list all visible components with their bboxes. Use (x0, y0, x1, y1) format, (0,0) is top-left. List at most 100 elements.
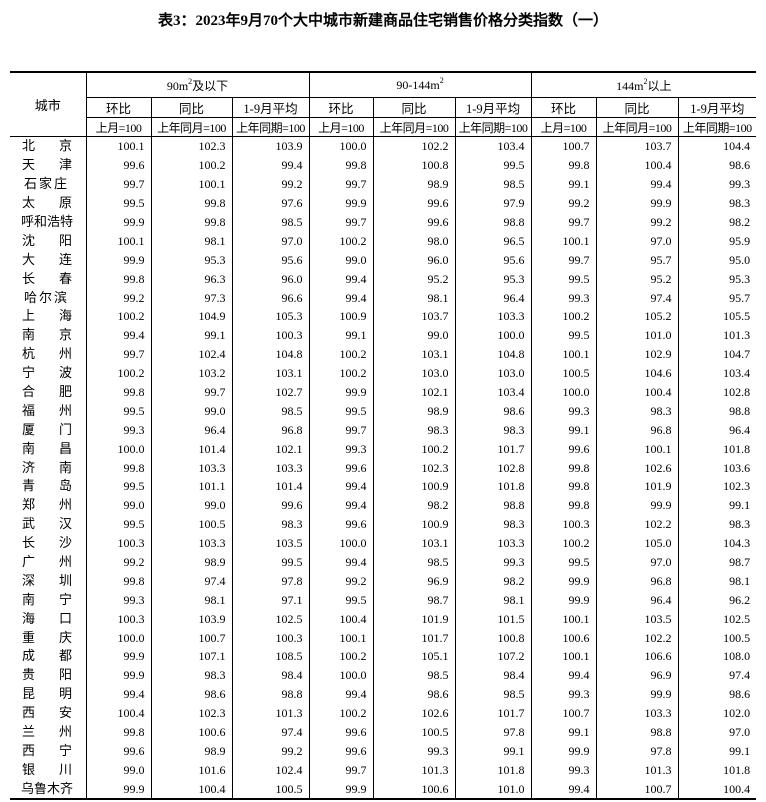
index-value-cell: 100.1 (530, 344, 597, 364)
index-value-cell: 98.5 (454, 174, 532, 194)
index-value-cell: 97.1 (231, 590, 310, 610)
index-value-cell: 102.2 (595, 628, 679, 648)
index-value-cell: 98.7 (677, 552, 757, 572)
index-value-cell: 99.8 (530, 155, 597, 175)
index-value-cell: 100.1 (530, 609, 597, 629)
index-value-cell: 98.6 (677, 155, 757, 175)
index-value-cell: 97.0 (677, 722, 757, 742)
index-value-cell: 100.0 (308, 136, 374, 156)
index-value-cell: 99.9 (530, 590, 597, 610)
city-name: 海口 (22, 610, 72, 626)
index-value-cell: 96.3 (150, 269, 233, 289)
index-value-cell: 107.1 (150, 647, 233, 666)
index-value-cell: 101.4 (150, 439, 233, 459)
city-cell: 沈阳 (10, 231, 87, 251)
index-value-cell: 98.2 (677, 212, 757, 232)
index-value-cell: 96.0 (231, 269, 310, 289)
index-value-cell: 97.8 (454, 722, 532, 742)
city-cell: 宁波 (10, 363, 87, 383)
city-name: 西安 (22, 705, 72, 721)
index-value-cell: 96.4 (454, 288, 532, 308)
city-cell: 南京 (10, 325, 87, 345)
index-value-cell: 99.4 (308, 288, 374, 308)
index-value-cell: 99.9 (530, 741, 597, 761)
index-value-cell: 100.4 (150, 779, 233, 800)
city-name: 天津 (22, 157, 72, 173)
index-value-cell: 102.9 (595, 344, 679, 364)
city-cell: 南宁 (10, 590, 87, 610)
index-value-cell: 103.9 (150, 609, 233, 629)
index-value-cell: 102.6 (595, 458, 679, 478)
index-value-cell: 99.6 (308, 514, 374, 534)
index-value-cell: 99.2 (231, 741, 310, 761)
index-value-cell: 99.0 (85, 760, 152, 780)
city-cell: 西安 (10, 703, 87, 723)
index-value-cell: 95.7 (595, 250, 679, 270)
index-value-cell: 100.0 (308, 533, 374, 553)
index-value-cell: 100.8 (454, 628, 532, 648)
index-value-cell: 99.8 (85, 269, 152, 289)
index-value-cell: 103.7 (595, 136, 679, 156)
city-cell: 乌鲁木齐 (10, 779, 87, 800)
index-value-cell: 95.0 (677, 250, 757, 270)
index-value-cell: 98.1 (454, 590, 532, 610)
city-cell: 广州 (10, 552, 87, 572)
index-value-cell: 98.4 (454, 665, 532, 685)
group-label: 90m (166, 78, 189, 93)
index-value-cell: 97.6 (231, 193, 310, 213)
index-value-cell: 104.7 (677, 344, 757, 364)
index-value-cell: 101.9 (595, 477, 679, 496)
table-row: 武汉 99.5 100.5 98.3 99.6 100.9 98.3 100.3 102.2 98… (10, 514, 757, 534)
index-value-cell: 99.6 (85, 155, 152, 175)
index-value-cell: 99.4 (530, 779, 597, 800)
index-value-cell: 99.4 (308, 552, 374, 572)
table-row: 南宁 99.3 98.1 97.1 99.5 98.7 98.1 99.9 96.4 96.2 (10, 590, 757, 610)
index-value-cell: 100.4 (595, 382, 679, 402)
index-value-cell: 97.0 (595, 552, 679, 572)
city-cell: 贵阳 (10, 665, 87, 685)
index-value-cell: 100.9 (308, 307, 374, 326)
index-value-cell: 100.5 (150, 514, 233, 534)
index-value-cell: 99.8 (530, 458, 597, 478)
index-value-cell: 100.1 (530, 231, 597, 251)
index-value-cell: 100.1 (150, 174, 233, 194)
index-value-cell: 100.2 (530, 307, 597, 326)
index-type-header: 同比 (595, 97, 679, 118)
index-value-cell: 99.9 (595, 193, 679, 213)
index-value-cell: 100.3 (231, 628, 310, 648)
index-value-cell: 105.3 (231, 307, 310, 326)
group-label: 144m (616, 78, 644, 93)
index-value-cell: 95.6 (231, 250, 310, 270)
city-name: 西宁 (22, 742, 72, 758)
index-value-cell: 104.3 (677, 533, 757, 553)
index-value-cell: 100.6 (530, 628, 597, 648)
index-value-cell: 103.1 (231, 363, 310, 383)
index-value-cell: 103.3 (150, 458, 233, 478)
city-name: 乌鲁木齐 (21, 780, 74, 796)
table-row: 南京 99.4 99.1 100.3 99.1 99.0 100.0 99.5 101.0 101… (10, 325, 757, 345)
index-value-cell: 99.4 (85, 325, 152, 345)
table-row: 石家庄 99.7 100.1 99.2 99.7 98.9 98.5 99.1 99.4 99.3 (10, 174, 757, 194)
index-value-cell: 99.3 (530, 401, 597, 421)
index-value-cell: 95.3 (677, 269, 757, 289)
index-value-cell: 102.4 (231, 760, 310, 780)
index-value-cell: 101.0 (454, 779, 532, 800)
index-value-cell: 101.3 (595, 760, 679, 780)
index-type-header: 环比 (308, 97, 374, 118)
index-value-cell: 99.5 (85, 514, 152, 534)
table-row: 昆明 99.4 98.6 98.8 99.4 98.6 98.5 99.3 99.9 98.6 (10, 684, 757, 704)
index-value-cell: 100.1 (308, 628, 374, 648)
index-value-cell: 102.3 (150, 136, 233, 156)
index-value-cell: 100.5 (530, 363, 597, 383)
index-value-cell: 100.2 (85, 307, 152, 326)
index-value-cell: 96.8 (595, 571, 679, 591)
index-value-cell: 100.1 (530, 647, 597, 666)
index-value-cell: 100.7 (150, 628, 233, 648)
index-value-cell: 96.9 (595, 665, 679, 685)
index-value-cell: 100.1 (85, 136, 152, 156)
index-value-cell: 99.1 (150, 325, 233, 345)
index-value-cell: 99.4 (231, 155, 310, 175)
index-value-cell: 100.9 (372, 514, 456, 534)
index-value-cell: 99.6 (308, 458, 374, 478)
index-value-cell: 99.5 (308, 590, 374, 610)
